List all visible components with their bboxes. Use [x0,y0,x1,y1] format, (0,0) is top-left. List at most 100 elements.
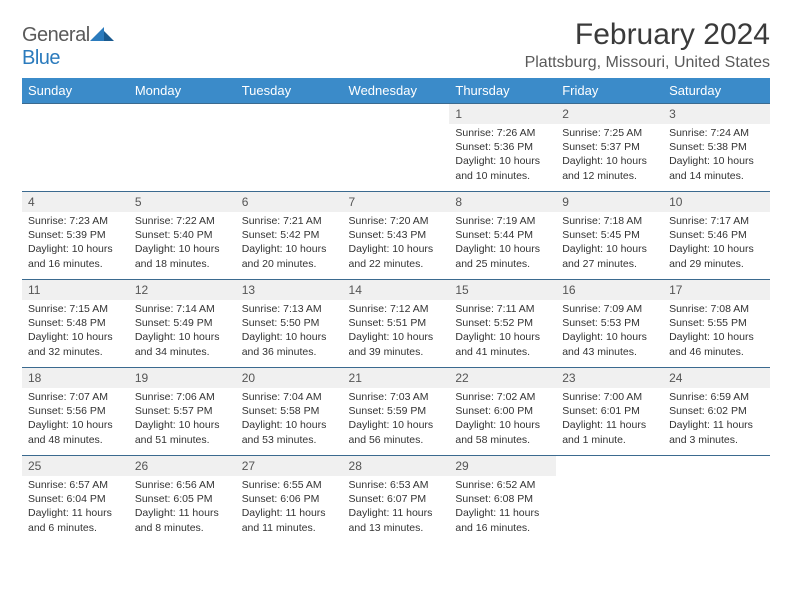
calendar-cell: 28Sunrise: 6:53 AMSunset: 6:07 PMDayligh… [343,455,450,543]
day-number: 19 [129,367,236,388]
calendar-cell: 12Sunrise: 7:14 AMSunset: 5:49 PMDayligh… [129,279,236,367]
day-number: 24 [663,367,770,388]
day-number: 6 [236,191,343,212]
day-number: 10 [663,191,770,212]
weekday-header: Wednesday [343,78,450,103]
calendar-cell: 24Sunrise: 6:59 AMSunset: 6:02 PMDayligh… [663,367,770,455]
day-details: Sunrise: 7:21 AMSunset: 5:42 PMDaylight:… [236,212,343,275]
day-details: Sunrise: 7:13 AMSunset: 5:50 PMDaylight:… [236,300,343,363]
month-title: February 2024 [525,18,770,52]
calendar-cell: 4Sunrise: 7:23 AMSunset: 5:39 PMDaylight… [22,191,129,279]
day-details: Sunrise: 7:07 AMSunset: 5:56 PMDaylight:… [22,388,129,451]
day-details: Sunrise: 7:25 AMSunset: 5:37 PMDaylight:… [556,124,663,187]
calendar-cell: 25Sunrise: 6:57 AMSunset: 6:04 PMDayligh… [22,455,129,543]
calendar-cell: 2Sunrise: 7:25 AMSunset: 5:37 PMDaylight… [556,103,663,191]
day-number [556,455,663,476]
weekday-header: Sunday [22,78,129,103]
calendar-cell: 22Sunrise: 7:02 AMSunset: 6:00 PMDayligh… [449,367,556,455]
calendar-header-row: SundayMondayTuesdayWednesdayThursdayFrid… [22,78,770,103]
day-details: Sunrise: 7:18 AMSunset: 5:45 PMDaylight:… [556,212,663,275]
calendar-cell: 21Sunrise: 7:03 AMSunset: 5:59 PMDayligh… [343,367,450,455]
calendar-page: GeneralBlue February 2024 Plattsburg, Mi… [0,0,792,553]
calendar-cell: 29Sunrise: 6:52 AMSunset: 6:08 PMDayligh… [449,455,556,543]
title-block: February 2024 Plattsburg, Missouri, Unit… [525,18,770,72]
calendar-cell: 13Sunrise: 7:13 AMSunset: 5:50 PMDayligh… [236,279,343,367]
day-number [22,103,129,124]
day-details: Sunrise: 7:12 AMSunset: 5:51 PMDaylight:… [343,300,450,363]
weekday-header: Friday [556,78,663,103]
day-details: Sunrise: 7:19 AMSunset: 5:44 PMDaylight:… [449,212,556,275]
calendar-cell [663,455,770,543]
calendar-cell: 27Sunrise: 6:55 AMSunset: 6:06 PMDayligh… [236,455,343,543]
day-details: Sunrise: 7:02 AMSunset: 6:00 PMDaylight:… [449,388,556,451]
day-details: Sunrise: 7:00 AMSunset: 6:01 PMDaylight:… [556,388,663,451]
calendar-cell: 19Sunrise: 7:06 AMSunset: 5:57 PMDayligh… [129,367,236,455]
day-number [129,103,236,124]
calendar-cell: 14Sunrise: 7:12 AMSunset: 5:51 PMDayligh… [343,279,450,367]
calendar-cell [129,103,236,191]
calendar-cell [556,455,663,543]
day-number: 7 [343,191,450,212]
weekday-header: Monday [129,78,236,103]
day-number: 3 [663,103,770,124]
day-details: Sunrise: 7:08 AMSunset: 5:55 PMDaylight:… [663,300,770,363]
day-number: 17 [663,279,770,300]
day-details: Sunrise: 7:06 AMSunset: 5:57 PMDaylight:… [129,388,236,451]
calendar-table: SundayMondayTuesdayWednesdayThursdayFrid… [22,78,770,543]
day-number: 22 [449,367,556,388]
brand-triangle-icon [90,25,114,41]
day-details: Sunrise: 7:20 AMSunset: 5:43 PMDaylight:… [343,212,450,275]
brand-name-a: General [22,24,90,46]
day-details: Sunrise: 7:14 AMSunset: 5:49 PMDaylight:… [129,300,236,363]
calendar-cell: 17Sunrise: 7:08 AMSunset: 5:55 PMDayligh… [663,279,770,367]
day-number: 18 [22,367,129,388]
calendar-cell: 5Sunrise: 7:22 AMSunset: 5:40 PMDaylight… [129,191,236,279]
day-number: 1 [449,103,556,124]
weekday-header: Saturday [663,78,770,103]
calendar-cell: 6Sunrise: 7:21 AMSunset: 5:42 PMDaylight… [236,191,343,279]
day-details: Sunrise: 7:22 AMSunset: 5:40 PMDaylight:… [129,212,236,275]
day-details: Sunrise: 7:09 AMSunset: 5:53 PMDaylight:… [556,300,663,363]
calendar-cell [22,103,129,191]
day-number: 27 [236,455,343,476]
day-number: 2 [556,103,663,124]
day-number: 21 [343,367,450,388]
day-number [663,455,770,476]
calendar-cell: 23Sunrise: 7:00 AMSunset: 6:01 PMDayligh… [556,367,663,455]
calendar-cell: 18Sunrise: 7:07 AMSunset: 5:56 PMDayligh… [22,367,129,455]
calendar-cell [343,103,450,191]
calendar-cell: 10Sunrise: 7:17 AMSunset: 5:46 PMDayligh… [663,191,770,279]
day-number [343,103,450,124]
day-number: 14 [343,279,450,300]
page-header: GeneralBlue February 2024 Plattsburg, Mi… [22,18,770,72]
location-label: Plattsburg, Missouri, United States [525,54,770,72]
day-number [236,103,343,124]
weekday-header: Thursday [449,78,556,103]
day-details: Sunrise: 7:03 AMSunset: 5:59 PMDaylight:… [343,388,450,451]
calendar-cell: 26Sunrise: 6:56 AMSunset: 6:05 PMDayligh… [129,455,236,543]
calendar-cell: 1Sunrise: 7:26 AMSunset: 5:36 PMDaylight… [449,103,556,191]
calendar-cell: 3Sunrise: 7:24 AMSunset: 5:38 PMDaylight… [663,103,770,191]
day-number: 28 [343,455,450,476]
calendar-cell: 9Sunrise: 7:18 AMSunset: 5:45 PMDaylight… [556,191,663,279]
calendar-cell: 15Sunrise: 7:11 AMSunset: 5:52 PMDayligh… [449,279,556,367]
day-number: 13 [236,279,343,300]
day-details: Sunrise: 7:11 AMSunset: 5:52 PMDaylight:… [449,300,556,363]
brand-name: GeneralBlue [22,24,114,70]
day-details: Sunrise: 7:26 AMSunset: 5:36 PMDaylight:… [449,124,556,187]
day-number: 11 [22,279,129,300]
day-number: 26 [129,455,236,476]
day-details: Sunrise: 6:56 AMSunset: 6:05 PMDaylight:… [129,476,236,539]
day-number: 8 [449,191,556,212]
day-details: Sunrise: 7:23 AMSunset: 5:39 PMDaylight:… [22,212,129,275]
calendar-cell: 11Sunrise: 7:15 AMSunset: 5:48 PMDayligh… [22,279,129,367]
day-details: Sunrise: 7:17 AMSunset: 5:46 PMDaylight:… [663,212,770,275]
calendar-cell: 16Sunrise: 7:09 AMSunset: 5:53 PMDayligh… [556,279,663,367]
calendar-cell: 7Sunrise: 7:20 AMSunset: 5:43 PMDaylight… [343,191,450,279]
calendar-cell [236,103,343,191]
day-details: Sunrise: 7:24 AMSunset: 5:38 PMDaylight:… [663,124,770,187]
day-number: 15 [449,279,556,300]
day-details: Sunrise: 6:53 AMSunset: 6:07 PMDaylight:… [343,476,450,539]
day-details: Sunrise: 6:52 AMSunset: 6:08 PMDaylight:… [449,476,556,539]
day-number: 23 [556,367,663,388]
